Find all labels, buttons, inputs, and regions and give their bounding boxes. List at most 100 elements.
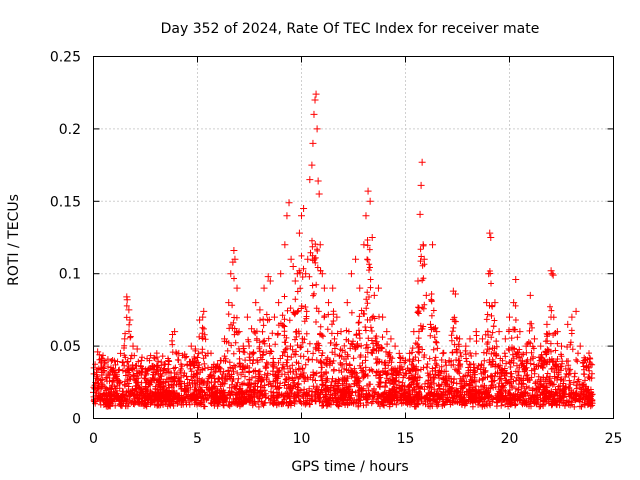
data-point xyxy=(419,241,427,249)
data-point xyxy=(270,313,278,321)
data-point xyxy=(102,374,110,382)
data-point xyxy=(98,364,106,372)
data-point xyxy=(148,378,156,386)
data-point xyxy=(277,270,285,278)
data-point xyxy=(510,299,518,307)
data-point xyxy=(306,176,314,184)
data-point xyxy=(383,328,391,336)
data-point xyxy=(225,299,233,307)
data-point xyxy=(568,313,576,321)
data-point xyxy=(422,291,430,299)
data-point xyxy=(204,349,212,357)
data-point xyxy=(293,270,301,278)
data-point xyxy=(366,197,374,205)
data-point xyxy=(548,270,556,278)
data-point xyxy=(451,290,459,298)
data-point xyxy=(495,328,503,336)
data-point xyxy=(117,349,125,357)
data-point xyxy=(129,342,137,350)
data-point xyxy=(466,335,474,343)
data-point xyxy=(235,328,243,336)
data-point xyxy=(585,364,593,372)
y-tick-label: 0.1 xyxy=(59,267,81,283)
y-tick-label: 0.2 xyxy=(59,122,81,138)
data-point xyxy=(418,158,426,166)
data-point xyxy=(281,241,289,249)
data-point xyxy=(374,284,382,292)
data-point xyxy=(530,335,538,343)
data-point xyxy=(337,328,345,336)
plot-frame xyxy=(93,56,614,419)
data-point xyxy=(137,357,145,365)
data-point xyxy=(333,313,341,321)
data-point xyxy=(439,349,447,357)
data-point xyxy=(558,342,565,350)
data-point xyxy=(275,299,283,307)
data-point xyxy=(402,357,409,365)
data-point xyxy=(181,354,189,362)
data-point xyxy=(379,313,387,321)
data-point xyxy=(368,234,376,241)
data-point xyxy=(580,357,588,365)
data-point xyxy=(420,255,428,263)
data-point xyxy=(506,313,513,321)
data-point xyxy=(414,277,422,285)
data-point xyxy=(304,255,312,263)
data-point xyxy=(516,328,524,336)
y-axis-label: ROTI / TECUs xyxy=(6,194,22,286)
data-point xyxy=(576,342,584,350)
data-point xyxy=(302,270,310,278)
data-point xyxy=(94,348,102,356)
chart-title: Day 352 of 2024, Rate Of TEC Index for r… xyxy=(161,21,540,37)
data-point xyxy=(233,284,241,292)
dense-markers xyxy=(90,237,596,410)
data-point xyxy=(200,307,208,315)
data-point xyxy=(472,328,480,336)
data-point xyxy=(264,273,272,281)
data-point xyxy=(526,291,534,299)
data-point xyxy=(221,335,229,343)
data-point xyxy=(387,335,395,343)
data-point xyxy=(158,380,166,388)
data-point xyxy=(485,270,493,278)
data-point xyxy=(318,270,326,278)
data-point xyxy=(110,371,118,379)
data-point xyxy=(406,349,414,357)
data-point xyxy=(316,241,324,249)
x-tick-label: 0 xyxy=(89,431,98,447)
data-point xyxy=(239,342,247,350)
data-point xyxy=(248,325,256,333)
data-point xyxy=(291,277,299,285)
data-point xyxy=(121,335,129,343)
data-point xyxy=(478,335,486,343)
x-tick-label: 20 xyxy=(501,431,519,447)
data-point xyxy=(308,161,316,169)
data-point xyxy=(456,335,464,343)
data-point xyxy=(487,234,495,241)
data-point xyxy=(175,349,183,357)
data-point xyxy=(142,371,149,379)
x-tick-label: 5 xyxy=(193,431,202,447)
data-point xyxy=(329,284,337,292)
data-point xyxy=(564,320,572,328)
data-point xyxy=(417,181,425,189)
data-point xyxy=(501,335,509,343)
data-point xyxy=(416,210,424,218)
data-point xyxy=(199,313,207,321)
data-point xyxy=(325,299,333,307)
data-point xyxy=(553,328,561,336)
data-point xyxy=(522,342,530,350)
data-point xyxy=(315,190,323,198)
data-point xyxy=(362,212,370,220)
data-point xyxy=(210,368,218,376)
x-tick-label: 25 xyxy=(605,431,623,447)
y-tick-label: 0 xyxy=(72,412,81,428)
data-point xyxy=(483,299,491,307)
data-point xyxy=(256,306,264,314)
data-point xyxy=(588,374,596,382)
data-point xyxy=(309,139,317,147)
data-point xyxy=(187,342,195,350)
data-point xyxy=(512,275,520,283)
data-point xyxy=(410,328,418,336)
data-point xyxy=(491,299,499,307)
